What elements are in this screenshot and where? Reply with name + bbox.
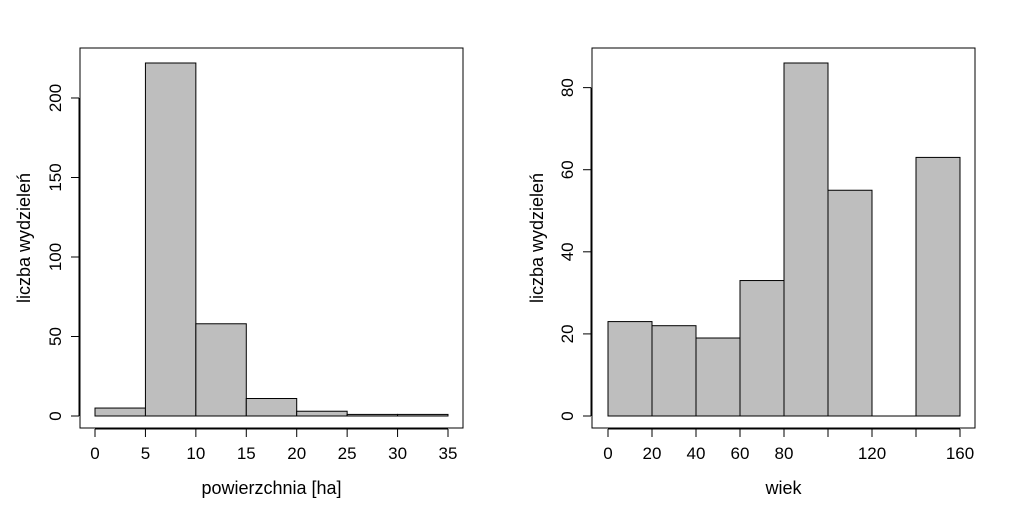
y-tick-label: 20 — [558, 324, 577, 343]
x-tick-label: 160 — [946, 444, 974, 463]
histogram-bar — [739, 280, 785, 417]
x-axis-label: wiek — [764, 478, 802, 498]
x-tick-label: 35 — [439, 444, 458, 463]
x-tick-label: 40 — [687, 444, 706, 463]
x-tick-label: 80 — [775, 444, 794, 463]
plot-frame — [591, 47, 976, 429]
x-axis-label: powierzchnia [ha] — [201, 478, 341, 498]
x-tick-label: 5 — [141, 444, 150, 463]
y-axis-label: liczba wydzieleń — [14, 173, 34, 303]
y-tick-label: 60 — [558, 160, 577, 179]
histogram-bar — [296, 410, 348, 417]
histogram-bar — [245, 398, 298, 417]
x-tick-label: 20 — [643, 444, 662, 463]
histogram-bar — [195, 323, 247, 417]
histogram-bar — [915, 156, 961, 417]
y-tick-label: 40 — [558, 242, 577, 261]
x-tick-label: 15 — [237, 444, 256, 463]
y-tick-label: 50 — [46, 327, 65, 346]
histogram-wiek: 0 20 40 60 80 120 160 0 20 40 60 80 wiek liczba wydzi… — [527, 47, 976, 498]
x-tick-label: 120 — [858, 444, 886, 463]
y-tick-label: 0 — [46, 411, 65, 420]
histogram-bar — [346, 413, 399, 417]
x-tick-label: 0 — [90, 444, 99, 463]
histogram-bar — [397, 413, 449, 417]
plot-frame — [79, 47, 464, 429]
y-tick-label: 200 — [46, 84, 65, 112]
histogram-bar — [783, 62, 829, 417]
y-tick-label: 100 — [46, 243, 65, 271]
x-tick-label: 60 — [731, 444, 750, 463]
histogram-bar — [651, 325, 697, 417]
y-tick-label: 150 — [46, 163, 65, 191]
histogram-bar — [827, 189, 873, 417]
x-tick-label: 0 — [603, 444, 612, 463]
y-axis-label: liczba wydzieleń — [527, 173, 547, 303]
y-tick-label: 80 — [558, 78, 577, 97]
x-tick-label: 25 — [338, 444, 357, 463]
x-tick-label: 30 — [388, 444, 407, 463]
y-tick-label: 0 — [558, 411, 577, 420]
histogram-bar — [607, 321, 653, 417]
x-tick-label: 10 — [186, 444, 205, 463]
x-tick-label: 20 — [287, 444, 306, 463]
histogram-bar — [144, 62, 197, 417]
histogram-powierzchnia: 0 5 10 15 20 25 30 35 0 50 100 150 200 powierzchnia [… — [14, 47, 464, 498]
histogram-bar — [94, 407, 146, 417]
histogram-bar — [695, 337, 741, 417]
